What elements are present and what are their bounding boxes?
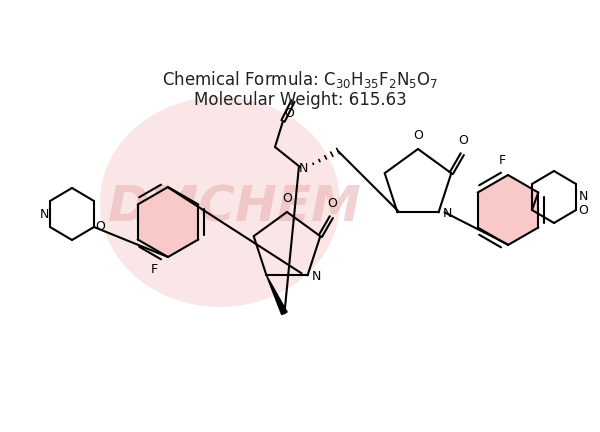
Ellipse shape (100, 97, 340, 307)
Text: O: O (284, 107, 294, 120)
Text: F: F (151, 263, 158, 276)
Text: O: O (413, 129, 423, 142)
Polygon shape (478, 175, 538, 245)
Text: Chemical Formula: $\mathregular{C_{30}H_{35}F_2N_5O_7}$: Chemical Formula: $\mathregular{C_{30}H_… (162, 70, 438, 90)
Text: N: N (578, 191, 587, 203)
Text: DMCHEM: DMCHEM (108, 183, 362, 231)
Text: O: O (458, 134, 468, 147)
Text: O: O (578, 204, 588, 217)
Text: N: N (312, 270, 321, 283)
Text: N: N (298, 162, 308, 175)
Text: N: N (443, 207, 452, 220)
Text: Molecular Weight: 615.63: Molecular Weight: 615.63 (194, 91, 406, 109)
Text: O: O (282, 192, 292, 205)
Text: F: F (499, 154, 506, 167)
Polygon shape (137, 187, 199, 257)
Text: O: O (95, 220, 105, 234)
Text: O: O (328, 197, 337, 210)
Text: N: N (40, 207, 49, 220)
Polygon shape (266, 275, 287, 314)
